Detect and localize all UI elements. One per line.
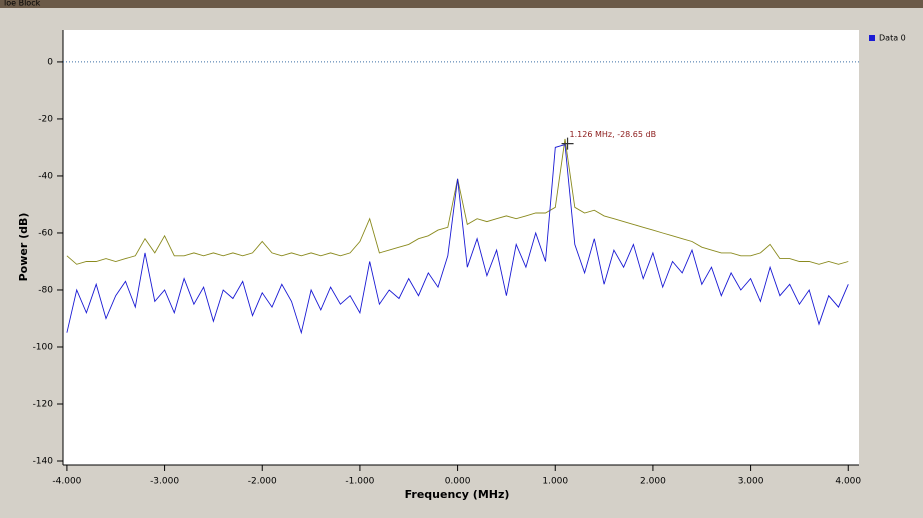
window-bar xyxy=(0,0,923,8)
y-tick-label: -40 xyxy=(38,171,53,181)
x-tick-label: 3.000 xyxy=(738,477,764,487)
plot-area xyxy=(63,30,859,465)
y-tick-label: 0 xyxy=(47,57,53,67)
y-tick-label: -120 xyxy=(33,399,54,409)
y-tick-label: -140 xyxy=(33,457,54,467)
x-tick-label: -3.000 xyxy=(150,477,179,487)
x-tick-label: 2.000 xyxy=(640,477,666,487)
y-tick-label: -60 xyxy=(38,228,53,238)
legend-label: Data 0 xyxy=(879,34,906,43)
x-tick-label: 4.000 xyxy=(835,477,861,487)
x-tick-label: 1.000 xyxy=(542,477,568,487)
legend-swatch xyxy=(869,35,875,41)
y-tick-label: -20 xyxy=(38,114,53,124)
window-title: loe Block xyxy=(4,0,41,8)
x-tick-label: -1.000 xyxy=(345,477,374,487)
series-line xyxy=(66,144,849,335)
x-axis-title: Frequency (MHz) xyxy=(405,488,510,501)
marker-label: 1.126 MHz, -28.65 dB xyxy=(570,130,657,139)
x-tick-label: -2.000 xyxy=(248,477,277,487)
x-tick-label: 0.000 xyxy=(445,477,471,487)
y-tick-label: -80 xyxy=(38,285,53,295)
x-tick-label: -4.000 xyxy=(52,477,81,487)
y-tick-label: -100 xyxy=(33,342,54,352)
marker xyxy=(561,137,574,150)
y-axis-title: Power (dB) xyxy=(17,213,30,282)
